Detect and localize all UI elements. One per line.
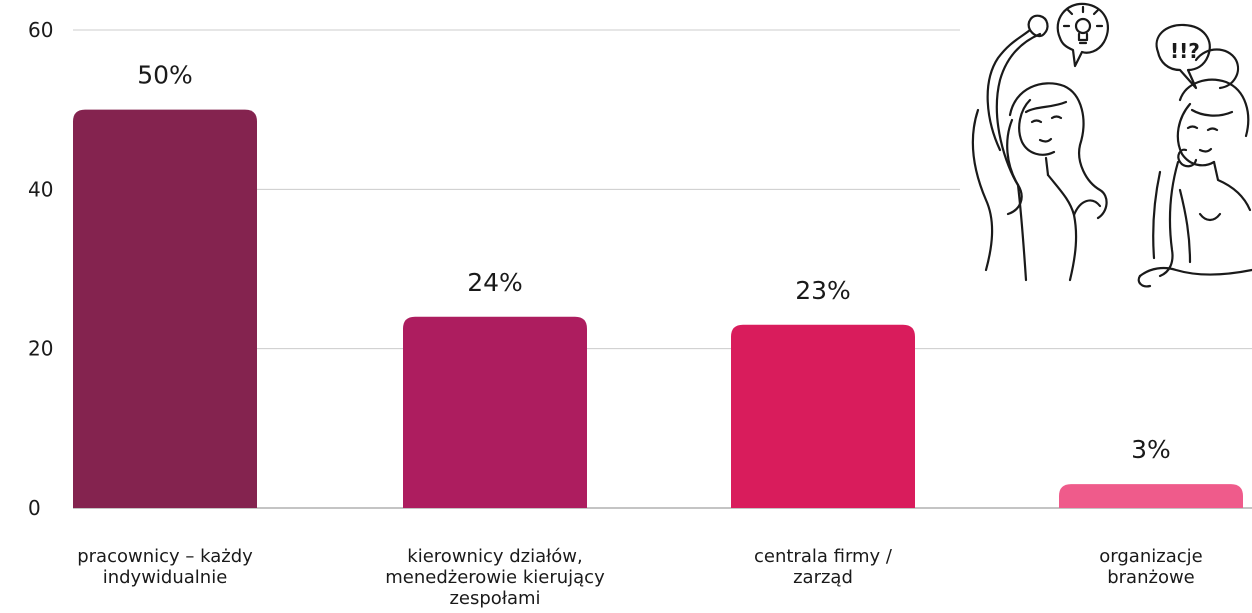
y-tick-label: 40	[28, 177, 53, 201]
y-tick-label: 60	[28, 18, 53, 42]
x-tick-label-line: menedżerowie kierujący	[385, 567, 605, 588]
x-tick-label-line: indywidualnie	[103, 567, 228, 588]
y-tick-label: 0	[28, 496, 41, 520]
x-axis-ticks: pracownicy – każdy indywidualnie kierownic…	[77, 546, 1202, 609]
bar	[731, 324, 915, 508]
x-tick-label-line: pracownicy – każdy	[77, 546, 253, 567]
y-axis-ticks: 0 20 40 60	[28, 18, 53, 520]
data-label: 24%	[467, 268, 523, 297]
data-label: 23%	[795, 276, 851, 305]
x-tick-label-line: organizacje	[1099, 546, 1202, 567]
x-tick-label-line: kierownicy działów,	[407, 546, 582, 567]
x-tick-label: organizacje branżowe	[1099, 546, 1202, 588]
lightbulb-icon	[1056, 2, 1110, 68]
two-thinking-women-illustration: !!?	[960, 0, 1252, 300]
data-labels: 50% 24% 23% 3%	[137, 61, 1171, 464]
y-tick-label: 20	[28, 337, 53, 361]
x-tick-label: centrala firmy / zarząd	[754, 546, 893, 588]
x-tick-label: kierownicy działów, menedżerowie kierując…	[385, 546, 605, 609]
question-bubble-text: !!?	[1170, 39, 1200, 63]
bars	[73, 109, 1243, 509]
bar	[1059, 484, 1243, 508]
bar	[403, 316, 587, 508]
bar	[73, 109, 257, 509]
data-label: 50%	[137, 61, 193, 90]
x-tick-label-line: zespołami	[449, 588, 540, 609]
x-tick-label-line: branżowe	[1107, 567, 1195, 588]
data-label: 3%	[1131, 435, 1171, 464]
x-tick-label-line: zarząd	[793, 567, 853, 588]
x-tick-label: pracownicy – każdy indywidualnie	[77, 546, 253, 588]
question-bubble: !!?	[1155, 23, 1211, 90]
x-tick-label-line: centrala firmy /	[754, 546, 893, 567]
